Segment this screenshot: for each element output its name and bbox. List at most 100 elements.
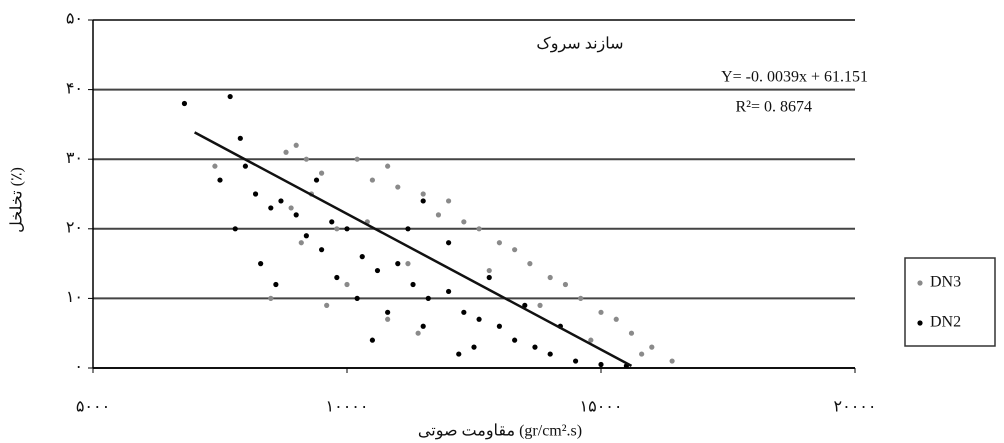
point <box>369 337 375 343</box>
point <box>420 191 426 197</box>
point <box>496 240 502 246</box>
point <box>547 351 553 357</box>
annotation: R²= 0. 8674 <box>736 99 813 116</box>
point <box>273 281 279 288</box>
legend-label: DN2 <box>930 314 961 331</box>
legend-marker <box>917 320 923 326</box>
point <box>369 177 375 183</box>
point <box>303 233 309 239</box>
chart-title: سازند سروک <box>536 36 623 53</box>
point <box>354 295 360 301</box>
y-tick-label: ۱۰ <box>66 289 83 306</box>
point <box>476 316 482 322</box>
point <box>405 226 411 232</box>
point <box>420 198 426 204</box>
x-axis-label: مقاومت صوتی (gr/cm².s) <box>418 423 582 440</box>
point <box>461 219 467 225</box>
point <box>496 323 502 329</box>
point <box>476 226 482 232</box>
point <box>547 274 553 281</box>
point <box>303 156 309 162</box>
point <box>329 219 335 225</box>
point <box>293 142 299 148</box>
point <box>415 330 421 336</box>
point <box>532 344 538 350</box>
point <box>319 247 325 253</box>
point <box>319 170 325 176</box>
point <box>435 212 442 218</box>
point <box>385 309 391 315</box>
point <box>405 261 411 267</box>
point <box>395 261 401 267</box>
point <box>324 302 330 308</box>
point <box>181 100 188 107</box>
point <box>562 281 569 288</box>
point <box>512 247 518 253</box>
point <box>252 191 259 197</box>
point <box>227 93 233 100</box>
point <box>283 149 289 155</box>
point <box>639 351 645 357</box>
point <box>217 177 223 183</box>
y-tick-label: ۰ <box>74 359 83 376</box>
point <box>293 212 299 218</box>
point <box>486 274 492 281</box>
point <box>258 261 264 267</box>
legend-label: DN3 <box>930 274 961 291</box>
point <box>232 226 238 232</box>
y-tick-label: ۳۰ <box>66 150 83 167</box>
point <box>598 361 604 368</box>
point <box>359 254 365 260</box>
point <box>268 295 274 301</box>
point <box>573 358 579 364</box>
point <box>374 267 381 274</box>
point <box>268 205 274 211</box>
point <box>456 351 462 357</box>
y-tick-label: ۵۰ <box>66 11 83 28</box>
x-tick-label: ۱۵۰۰۰ <box>580 399 623 416</box>
point <box>598 309 604 315</box>
point <box>446 240 452 246</box>
point <box>588 337 594 343</box>
point <box>446 198 452 204</box>
point <box>628 330 635 336</box>
point <box>334 226 340 232</box>
point <box>527 261 533 267</box>
point <box>334 274 340 281</box>
point <box>537 302 543 308</box>
point <box>242 163 248 169</box>
point <box>313 177 320 183</box>
annotation: Y= -0. 0039x + 61.151 <box>721 69 868 86</box>
point <box>395 184 401 190</box>
y-axis-label: تخلخل (٪) <box>9 167 26 233</box>
x-tick-label: ۵۰۰۰ <box>76 399 110 416</box>
point <box>385 316 391 322</box>
x-tick-label: ۲۰۰۰۰ <box>834 399 877 416</box>
point <box>649 344 655 350</box>
legend-marker <box>917 280 923 286</box>
point <box>385 163 391 169</box>
x-tick-label: ۱۰۰۰۰ <box>326 399 369 416</box>
point <box>669 358 675 364</box>
point <box>446 288 452 295</box>
point <box>298 240 304 246</box>
point <box>420 323 426 329</box>
trendline <box>194 131 633 367</box>
point <box>212 163 218 169</box>
legend-box <box>904 257 996 347</box>
point <box>486 267 492 274</box>
point <box>354 156 360 162</box>
point <box>237 135 243 141</box>
y-tick-label: ۴۰ <box>66 80 83 97</box>
point <box>522 302 528 308</box>
point <box>471 344 477 350</box>
point <box>288 205 294 211</box>
y-tick-label: ۲۰ <box>66 219 83 236</box>
point <box>425 295 431 301</box>
point <box>278 198 284 204</box>
point <box>410 281 416 288</box>
point <box>512 337 518 343</box>
point <box>344 281 350 288</box>
point <box>578 295 584 301</box>
